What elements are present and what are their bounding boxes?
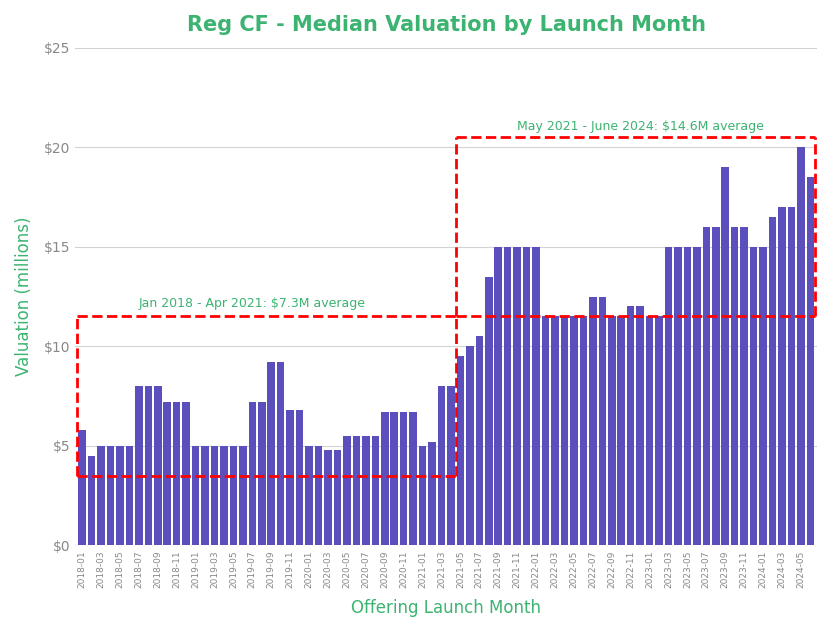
Bar <box>324 450 332 545</box>
Bar <box>513 246 521 545</box>
Bar <box>636 307 644 545</box>
Bar <box>684 246 691 545</box>
Bar <box>797 147 805 545</box>
Bar <box>788 207 795 545</box>
Bar <box>542 317 549 545</box>
Bar <box>353 436 360 545</box>
Bar <box>589 296 597 545</box>
Bar <box>731 227 739 545</box>
Bar <box>438 386 445 545</box>
Bar <box>656 317 663 545</box>
Bar <box>476 336 483 545</box>
Bar <box>126 446 133 545</box>
Bar <box>598 296 606 545</box>
X-axis label: Offering Launch Month: Offering Launch Month <box>351 599 542 617</box>
Bar <box>249 402 256 545</box>
Bar <box>646 317 653 545</box>
Bar <box>418 446 426 545</box>
Bar <box>760 246 767 545</box>
Bar <box>239 446 246 545</box>
Bar <box>258 402 265 545</box>
Bar <box>504 246 512 545</box>
Y-axis label: Valuation (millions): Valuation (millions) <box>15 217 33 376</box>
Bar <box>626 307 635 545</box>
Bar <box>154 386 161 545</box>
Bar <box>296 410 304 545</box>
Bar <box>674 246 681 545</box>
Bar <box>343 436 351 545</box>
Text: Jan 2018 - Apr 2021: $7.3M average: Jan 2018 - Apr 2021: $7.3M average <box>139 298 366 310</box>
Bar <box>87 456 96 545</box>
Bar <box>314 446 322 545</box>
Bar <box>466 346 473 545</box>
Bar <box>390 412 398 545</box>
Bar <box>182 402 190 545</box>
Bar <box>428 442 436 545</box>
Bar <box>712 227 720 545</box>
Bar <box>552 317 559 545</box>
Bar <box>485 277 493 545</box>
Bar <box>561 317 568 545</box>
Bar <box>702 227 711 545</box>
Bar <box>721 167 729 545</box>
Bar <box>522 246 531 545</box>
Title: Reg CF - Median Valuation by Launch Month: Reg CF - Median Valuation by Launch Mont… <box>186 15 706 35</box>
Bar <box>106 446 114 545</box>
Bar <box>608 317 616 545</box>
Bar <box>230 446 237 545</box>
Bar <box>617 317 625 545</box>
Bar <box>372 436 379 545</box>
Bar <box>220 446 228 545</box>
Bar <box>173 402 181 545</box>
Bar <box>267 362 275 545</box>
Bar <box>750 246 757 545</box>
Bar <box>163 402 171 545</box>
Bar <box>778 207 785 545</box>
Bar <box>78 430 86 545</box>
Bar <box>580 317 587 545</box>
Bar <box>532 246 540 545</box>
Bar <box>769 217 776 545</box>
Bar <box>201 446 209 545</box>
Bar <box>400 412 408 545</box>
Bar <box>277 362 285 545</box>
Bar <box>135 386 142 545</box>
Bar <box>381 412 389 545</box>
Bar <box>806 177 815 545</box>
Bar <box>447 386 455 545</box>
Bar <box>362 436 369 545</box>
Bar <box>740 227 748 545</box>
Bar <box>494 246 502 545</box>
Bar <box>286 410 294 545</box>
Bar <box>693 246 701 545</box>
Bar <box>97 446 105 545</box>
Bar <box>570 317 577 545</box>
Bar <box>334 450 341 545</box>
Bar <box>210 446 218 545</box>
Text: May 2021 - June 2024: $14.6M average: May 2021 - June 2024: $14.6M average <box>517 120 764 133</box>
Bar <box>409 412 417 545</box>
Bar <box>665 246 672 545</box>
Bar <box>457 356 464 545</box>
Bar <box>116 446 124 545</box>
Bar <box>192 446 200 545</box>
Bar <box>145 386 152 545</box>
Bar <box>305 446 313 545</box>
